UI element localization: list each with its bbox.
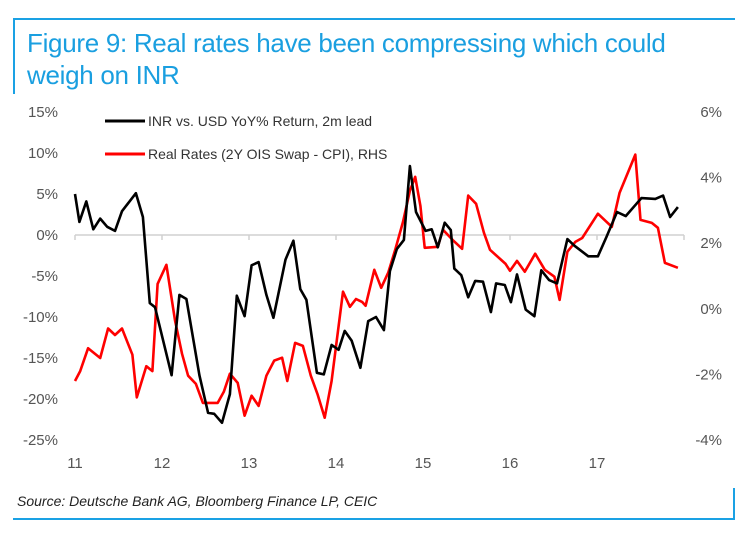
series-line-inr-usd <box>73 164 679 425</box>
y2-tick-label: -2% <box>695 366 722 383</box>
legend: INR vs. USD YoY% Return, 2m lead Real Ra… <box>105 113 387 162</box>
y-tick-label: -15% <box>23 350 58 367</box>
y2-tick-label: -4% <box>695 432 722 449</box>
y-tick-label: 15% <box>28 104 58 121</box>
x-tick-label: 12 <box>154 455 171 472</box>
source-frame <box>13 488 735 520</box>
x-tick-label: 11 <box>67 455 83 472</box>
y2-tick-label: 2% <box>700 235 722 252</box>
figure-title: Figure 9: Real rates have been compressi… <box>27 28 666 90</box>
y2-tick-label: 4% <box>700 170 722 187</box>
y-tick-label: 10% <box>28 145 58 162</box>
y-tick-label: -5% <box>31 268 58 285</box>
title-frame <box>13 18 735 94</box>
series-line-real-rates <box>73 153 679 420</box>
y-tick-label: 5% <box>36 186 58 203</box>
y2-tick-label: 0% <box>700 301 722 318</box>
legend-label-inr: INR vs. USD YoY% Return, 2m lead <box>148 113 372 129</box>
x-tick-label: 14 <box>328 455 345 472</box>
y2-tick-label: 6% <box>700 104 722 121</box>
y-tick-label: -10% <box>23 309 58 326</box>
x-tick-label: 15 <box>415 455 432 472</box>
x-tick-label: 17 <box>589 455 606 472</box>
series-layer <box>73 153 679 425</box>
left-axis: 15% 10% 5% 0% -5% -10% -15% -20% -25% <box>23 104 58 449</box>
y-tick-label: -20% <box>23 391 58 408</box>
legend-label-real-rates: Real Rates (2Y OIS Swap - CPI), RHS <box>148 146 387 162</box>
right-axis: 6% 4% 2% 0% -2% -4% <box>695 104 722 449</box>
y-tick-label: -25% <box>23 432 58 449</box>
x-axis: 11 12 13 14 15 16 17 <box>67 235 685 472</box>
x-tick-label: 13 <box>241 455 258 472</box>
source-note: Source: Deutsche Bank AG, Bloomberg Fina… <box>17 493 378 509</box>
x-tick-label: 16 <box>502 455 519 472</box>
y-tick-label: 0% <box>36 227 58 244</box>
